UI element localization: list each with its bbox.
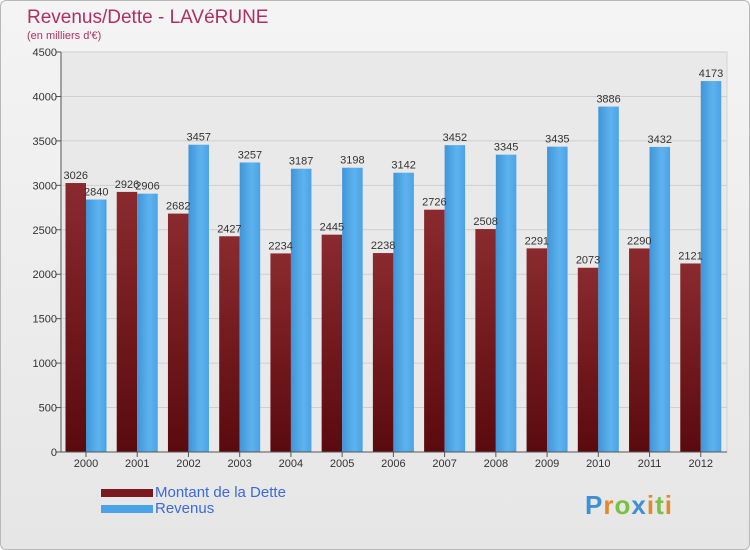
data-label: 3886 <box>596 94 620 106</box>
x-tick-label: 2006 <box>381 458 405 470</box>
logo-letter: o <box>614 490 632 520</box>
x-tick-label: 2000 <box>74 458 98 470</box>
bar <box>393 172 414 452</box>
bar <box>270 253 291 452</box>
chart-subtitle: (en milliers d'€) <box>27 30 102 42</box>
x-axis: 2000 2001 2002 2003 2004 2005 2006 2007 2008 2009… <box>61 451 727 470</box>
data-label: 2073 <box>576 255 600 267</box>
bar <box>649 146 671 452</box>
x-tick-label: 2012 <box>689 458 713 470</box>
y-tick-label: 4000 <box>33 91 57 103</box>
data-label: 3452 <box>443 132 467 144</box>
logo-letter: t <box>655 490 665 520</box>
legend-label-revenue: Revenus <box>155 500 215 517</box>
y-tick-label: 4500 <box>33 47 57 59</box>
legend-swatch-revenue <box>101 505 153 513</box>
logo-letter: i <box>646 490 656 520</box>
data-label: 2234 <box>268 240 292 252</box>
data-label: 2427 <box>217 223 241 235</box>
data-label: 2840 <box>84 187 108 199</box>
data-label: 2445 <box>320 222 344 234</box>
bar <box>188 144 209 452</box>
data-label: 2926 <box>115 179 139 191</box>
bar <box>577 267 599 452</box>
logo-letter: r <box>603 490 615 520</box>
bars <box>65 81 722 453</box>
data-label: 3187 <box>289 156 313 168</box>
bar <box>239 162 261 452</box>
y-tick-label: 3500 <box>33 136 57 148</box>
data-label: 3457 <box>186 132 210 144</box>
x-tick-label: 2009 <box>535 458 559 470</box>
data-label: 3142 <box>391 160 415 172</box>
data-label: 2238 <box>371 240 395 252</box>
bar <box>475 229 496 452</box>
data-label: 3257 <box>238 149 262 161</box>
y-tick-label: 2000 <box>33 269 57 281</box>
bar <box>444 145 466 452</box>
logo-letter: i <box>664 490 673 520</box>
data-label: 2906 <box>135 181 159 193</box>
bar <box>342 167 363 452</box>
x-tick-label: 2011 <box>638 458 662 470</box>
y-tick-label: 500 <box>39 403 57 415</box>
bar <box>495 154 517 452</box>
logo-letter: P <box>585 490 604 520</box>
x-tick-label: 2003 <box>227 458 251 470</box>
data-label: 2682 <box>166 201 190 213</box>
data-label: 3026 <box>64 170 88 182</box>
bar <box>598 106 619 453</box>
bar <box>65 183 86 452</box>
y-tick-label: 1500 <box>33 314 57 326</box>
proxiti-logo: Proxiti <box>585 490 673 521</box>
bar <box>290 168 312 452</box>
x-tick-label: 2001 <box>125 458 149 470</box>
legend-label-debt: Montant de la Dette <box>155 484 286 501</box>
data-label: 2726 <box>422 197 446 209</box>
bar <box>700 81 722 453</box>
data-label: 3345 <box>494 142 518 154</box>
bar <box>526 248 548 452</box>
bar <box>680 263 701 452</box>
bar <box>167 213 189 452</box>
y-tick-label: 0 <box>51 447 57 459</box>
data-label: 2291 <box>525 235 549 247</box>
y-axis: 0 500 1000 1500 2000 2500 3000 3500 4000 4500 <box>33 47 62 459</box>
x-tick-label: 2007 <box>432 458 456 470</box>
bar <box>219 236 240 452</box>
bar <box>116 191 138 452</box>
y-tick-label: 1000 <box>33 358 57 370</box>
data-label: 3432 <box>648 134 672 146</box>
legend-swatch-debt <box>101 489 153 497</box>
bar <box>424 209 445 452</box>
x-tick-label: 2002 <box>176 458 200 470</box>
data-label: 4173 <box>699 68 723 80</box>
x-tick-label: 2010 <box>586 458 610 470</box>
bar <box>629 248 650 452</box>
x-tick-label: 2008 <box>484 458 508 470</box>
bar <box>372 253 394 452</box>
x-tick-label: 2004 <box>279 458 303 470</box>
chart-title: Revenus/Dette - LAVéRUNE <box>27 7 269 28</box>
logo-letter: x <box>631 490 647 520</box>
bar <box>547 146 568 452</box>
data-label: 2290 <box>627 235 651 247</box>
data-label: 3435 <box>545 134 569 146</box>
y-tick-label: 3000 <box>33 180 57 192</box>
bar <box>137 193 158 452</box>
data-label: 2121 <box>678 250 702 262</box>
data-label: 3198 <box>340 155 364 167</box>
y-tick-label: 2500 <box>33 225 57 237</box>
bar <box>321 234 343 452</box>
data-label: 2508 <box>473 216 497 228</box>
x-tick-label: 2005 <box>330 458 354 470</box>
bar <box>86 199 107 452</box>
